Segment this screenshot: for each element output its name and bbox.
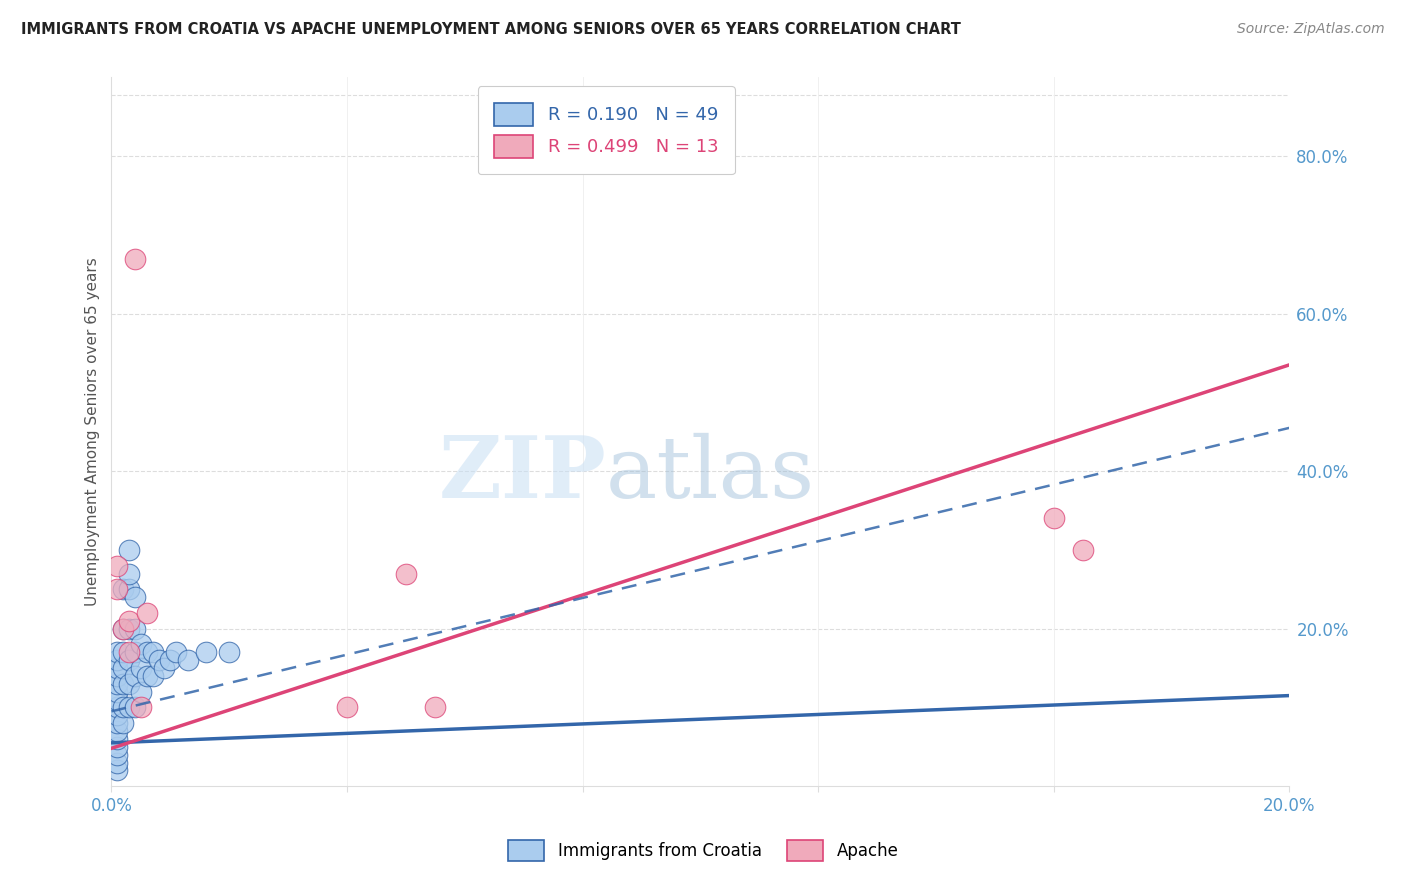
Point — [194, 645, 217, 659]
Point — [105, 582, 128, 597]
Point — [112, 677, 135, 691]
Y-axis label: Unemployment Among Seniors over 65 years: Unemployment Among Seniors over 65 years — [86, 258, 100, 607]
Point — [135, 606, 157, 620]
Point — [118, 622, 141, 636]
Legend: R = 0.190   N = 49, R = 0.499   N = 13: R = 0.190 N = 49, R = 0.499 N = 13 — [478, 87, 735, 175]
Point — [129, 661, 152, 675]
Point — [124, 645, 146, 659]
Point — [105, 716, 128, 731]
Point — [124, 669, 146, 683]
Point — [118, 582, 141, 597]
Point — [129, 700, 152, 714]
Point — [118, 566, 141, 581]
Point — [425, 700, 447, 714]
Point — [105, 684, 128, 698]
Point — [153, 661, 176, 675]
Point — [118, 700, 141, 714]
Point — [129, 637, 152, 651]
Text: Source: ZipAtlas.com: Source: ZipAtlas.com — [1237, 22, 1385, 37]
Point — [118, 653, 141, 667]
Point — [112, 622, 135, 636]
Point — [118, 614, 141, 628]
Point — [1042, 511, 1064, 525]
Point — [129, 684, 152, 698]
Point — [336, 700, 359, 714]
Point — [135, 645, 157, 659]
Point — [1071, 542, 1094, 557]
Point — [124, 590, 146, 604]
Point — [105, 747, 128, 762]
Point — [124, 252, 146, 266]
Point — [112, 582, 135, 597]
Point — [148, 653, 170, 667]
Point — [112, 716, 135, 731]
Point — [105, 692, 128, 706]
Point — [177, 653, 200, 667]
Point — [105, 653, 128, 667]
Point — [105, 756, 128, 770]
Point — [118, 677, 141, 691]
Point — [105, 645, 128, 659]
Point — [112, 661, 135, 675]
Point — [218, 645, 240, 659]
Point — [395, 566, 418, 581]
Point — [112, 645, 135, 659]
Point — [105, 669, 128, 683]
Point — [105, 558, 128, 573]
Point — [112, 700, 135, 714]
Point — [105, 764, 128, 778]
Point — [105, 739, 128, 754]
Point — [124, 700, 146, 714]
Point — [142, 645, 165, 659]
Point — [159, 653, 181, 667]
Point — [118, 542, 141, 557]
Point — [105, 708, 128, 723]
Point — [165, 645, 187, 659]
Point — [135, 669, 157, 683]
Point — [105, 724, 128, 739]
Point — [142, 669, 165, 683]
Legend: Immigrants from Croatia, Apache: Immigrants from Croatia, Apache — [495, 827, 911, 875]
Point — [124, 622, 146, 636]
Point — [105, 731, 128, 746]
Point — [112, 622, 135, 636]
Text: atlas: atlas — [606, 433, 815, 516]
Text: ZIP: ZIP — [439, 433, 606, 516]
Text: IMMIGRANTS FROM CROATIA VS APACHE UNEMPLOYMENT AMONG SENIORS OVER 65 YEARS CORRE: IMMIGRANTS FROM CROATIA VS APACHE UNEMPL… — [21, 22, 960, 37]
Point — [105, 661, 128, 675]
Point — [105, 700, 128, 714]
Point — [118, 645, 141, 659]
Point — [105, 677, 128, 691]
